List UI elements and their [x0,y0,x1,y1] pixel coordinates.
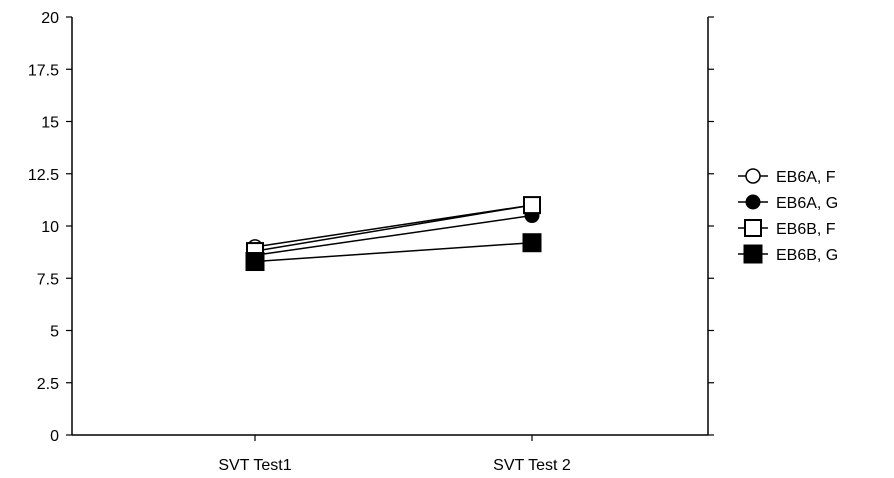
series-line [254,241,533,263]
series-line [254,214,533,257]
series-line [254,204,533,252]
y-tick-label: 15 [41,115,59,132]
legend-label: EB6A, F [776,169,836,186]
series-2 [246,196,541,261]
data-point [523,196,541,215]
legend-label: EB6B, G [776,247,838,264]
y-tick-label: 2.5 [37,376,59,393]
x-axis-ticks: SVT Test1 SVT Test 2 [218,435,571,474]
y-tick-label: 5 [50,324,59,341]
data-point [522,233,542,253]
y-tick-label: 12.5 [28,167,59,184]
legend-item: EB6B, G [738,244,838,264]
legend-marker [745,194,761,210]
y-tick-label: 10 [41,219,59,236]
y-tick-label: 17.5 [28,62,59,79]
legend-marker [745,168,761,184]
legend-marker [744,219,762,237]
y-tick-label: 20 [41,10,59,27]
legend-item: EB6A, G [738,194,838,212]
series-3 [245,233,542,272]
series-group [245,196,542,272]
y-tick-label: 0 [50,428,59,445]
x-tick-label: SVT Test1 [218,457,291,474]
y-axis-ticks: 0 2.5 5 7.5 10 12.5 15 17.5 20 [28,10,714,445]
legend-marker [743,244,763,264]
legend-item: EB6A, F [738,168,836,186]
legend-item: EB6B, F [738,219,836,238]
x-tick-label: SVT Test 2 [493,457,571,474]
data-point [245,252,265,272]
series-1 [247,208,540,263]
y-tick-label: 7.5 [37,271,59,288]
legend-label: EB6A, G [776,195,838,212]
legend-label: EB6B, F [776,221,836,238]
legend: EB6A, F EB6A, G EB6B, F EB6B, G [738,168,838,264]
